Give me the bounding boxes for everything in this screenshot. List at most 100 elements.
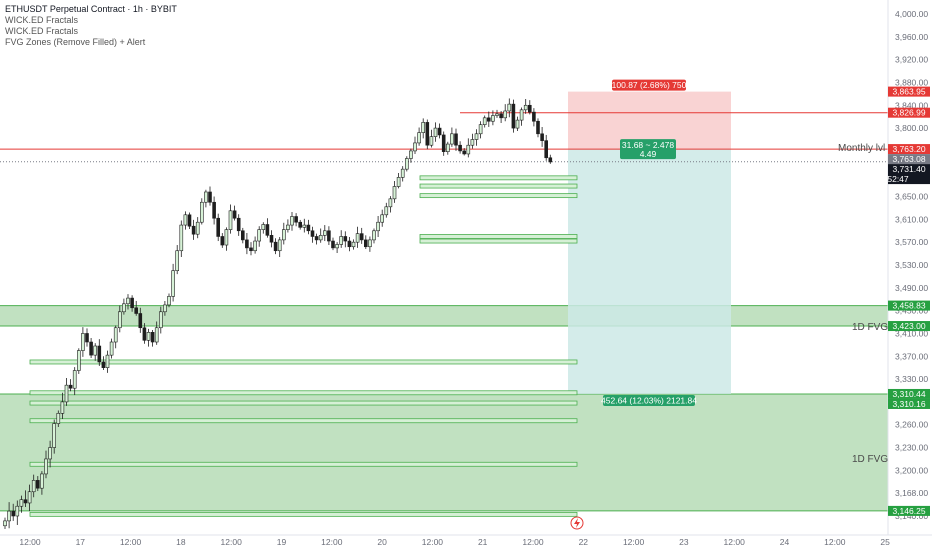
candle-down	[11, 510, 15, 517]
x-tick-label: 21	[478, 537, 488, 547]
candle-down	[35, 480, 40, 489]
candle-down	[249, 247, 253, 252]
candle-up	[60, 401, 65, 414]
candle-up	[433, 127, 438, 137]
candle-down	[245, 239, 249, 249]
candle-up	[15, 505, 20, 517]
candle-up	[523, 104, 528, 111]
y-tick-label: 3,260.00	[895, 420, 928, 430]
candle-down	[298, 221, 303, 228]
y-tick-label: 3,530.00	[895, 260, 928, 270]
candle-down	[236, 217, 241, 232]
symbol-title[interactable]: ETHUSDT Perpetual Contract · 1h · BYBIT	[5, 4, 177, 14]
candle-down	[269, 235, 274, 243]
candle-up	[392, 186, 397, 200]
candle-up	[409, 150, 413, 159]
x-tick-label: 12:00	[19, 537, 41, 547]
fvg-zone-0	[0, 305, 888, 327]
candle-up	[515, 119, 520, 129]
price-tag-label: 3,423.00	[892, 321, 925, 331]
indicator-3[interactable]: FVG Zones (Remove Filled) + Alert	[5, 37, 146, 47]
candle-up	[126, 297, 130, 305]
candle-up	[417, 132, 421, 144]
y-tick-label: 3,960.00	[895, 32, 928, 42]
x-tick-label: 24	[780, 537, 790, 547]
candle-up	[44, 458, 48, 475]
candle-up	[335, 244, 339, 249]
target-label	[603, 394, 695, 406]
price-axis[interactable]: 4,000.00 3,960.00 3,920.00 3,880.00 3,840.00…	[887, 0, 928, 535]
candle-up	[470, 139, 475, 146]
minor-fvg-0	[419, 175, 578, 181]
candle-down	[540, 133, 544, 141]
candles-layer	[3, 98, 553, 530]
candle-up	[450, 133, 454, 145]
candle-up	[376, 221, 380, 232]
fvg-bottom-label: 1D FVG	[852, 454, 888, 465]
x-tick-label: 25	[880, 537, 890, 547]
y-tick-label: 3,880.00	[895, 77, 928, 87]
indicator-2[interactable]: WICK.ED Fractals	[5, 26, 79, 36]
candle-up	[19, 499, 24, 507]
candle-down	[425, 122, 430, 146]
price-tag-label: 3,731.40	[892, 164, 925, 174]
candle-down	[150, 332, 155, 343]
candle-up	[339, 236, 344, 245]
candle-down	[142, 327, 147, 341]
candle-up	[355, 233, 360, 243]
candle-down	[310, 230, 315, 237]
y-tick-label: 3,490.00	[895, 283, 928, 293]
candle-down	[130, 297, 134, 309]
candle-down	[85, 333, 89, 343]
candle-up	[318, 235, 323, 241]
lightning-icon[interactable]	[570, 516, 584, 530]
y-tick-label: 3,920.00	[895, 55, 928, 65]
candle-down	[462, 150, 467, 155]
candle-up	[495, 113, 499, 116]
y-tick-label: 3,230.00	[895, 443, 928, 453]
y-tick-label: 3,200.00	[895, 465, 928, 475]
target-zone	[568, 149, 731, 394]
candle-up	[351, 241, 356, 248]
candle-up	[491, 115, 495, 122]
time-axis[interactable]: 12:00 17 12:00 18 12:00 19 12:00 20 12:00 21 12:00…	[0, 534, 932, 547]
candle-down	[331, 240, 335, 249]
candle-up	[228, 210, 233, 230]
y-tick-label: 3,800.00	[895, 123, 928, 133]
minor-fvg-8	[29, 418, 578, 424]
minor-fvg-6	[29, 390, 578, 396]
candle-down	[359, 233, 364, 241]
price-tag-8	[888, 398, 930, 409]
price-tag-label: 3,458.83	[892, 301, 925, 311]
candle-up	[429, 136, 434, 146]
x-tick-label: 12:00	[221, 537, 243, 547]
y-tick-label: 3,570.00	[895, 237, 928, 247]
y-tick-label: 3,450.00	[895, 306, 928, 316]
candle-up	[482, 117, 487, 125]
candle-down	[68, 384, 73, 389]
candle-up	[286, 224, 290, 230]
x-tick-label: 20	[377, 537, 387, 547]
candle-down	[499, 113, 503, 119]
candle-up	[171, 270, 175, 297]
candle-up	[109, 341, 114, 356]
candle-up	[400, 168, 405, 178]
candle-down	[486, 117, 491, 122]
price-tag-0	[888, 86, 930, 97]
rr-label-line-1: 31.68 ~ 2.478	[622, 140, 675, 150]
minor-fvg-7	[29, 400, 578, 406]
indicator-1[interactable]: WICK.ED Fractals	[5, 15, 79, 25]
candle-up	[204, 191, 208, 203]
position-tool[interactable]: 100.87 (2.68%) 750 31.68 ~ 2.478 4.49 45…	[601, 79, 697, 406]
candle-down	[265, 224, 270, 236]
candle-up	[77, 350, 81, 371]
y-tick-label: 3,650.00	[895, 192, 928, 202]
candle-up	[474, 133, 479, 140]
candle-up	[105, 354, 110, 368]
candle-down	[363, 239, 368, 248]
x-tick-label: 12:00	[522, 537, 544, 547]
price-tag-label: 3,763.20	[892, 144, 925, 154]
price-tag-9	[888, 505, 930, 516]
x-tick-label: 19	[277, 537, 287, 547]
